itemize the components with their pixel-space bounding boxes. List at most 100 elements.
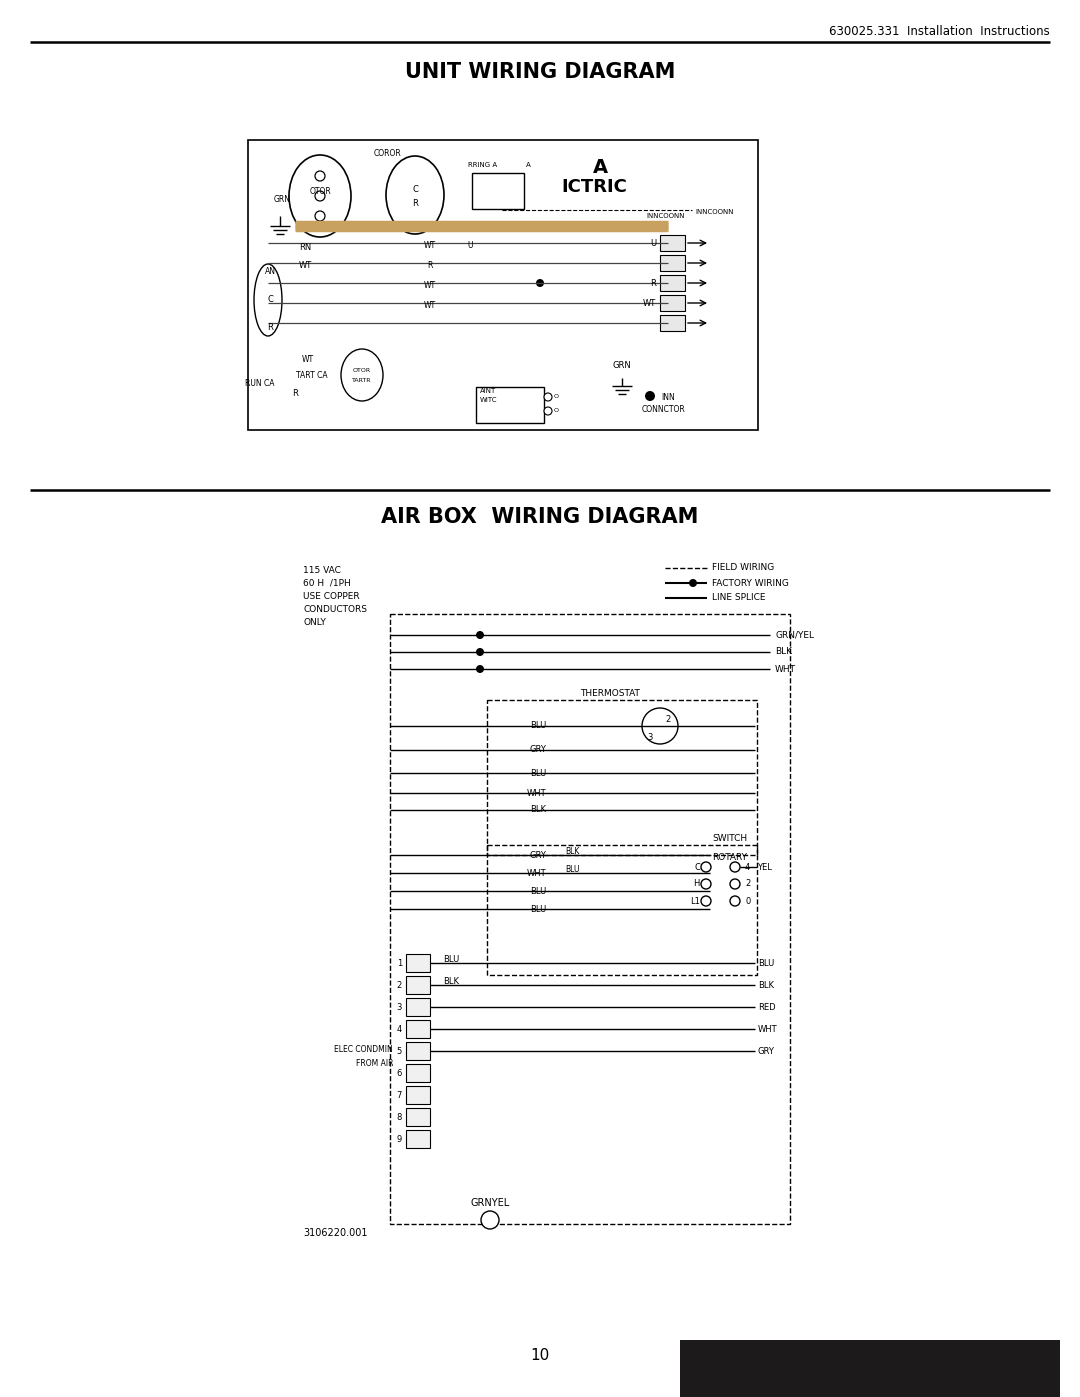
Text: FROM AIR: FROM AIR bbox=[355, 1059, 393, 1067]
Text: CONDUCTORS: CONDUCTORS bbox=[303, 605, 367, 615]
Text: R: R bbox=[413, 200, 418, 208]
Text: 7: 7 bbox=[396, 1091, 402, 1099]
Text: 5: 5 bbox=[396, 1046, 402, 1056]
Text: 4: 4 bbox=[745, 862, 751, 872]
Text: GRY: GRY bbox=[758, 1046, 774, 1056]
Text: WT: WT bbox=[424, 242, 436, 250]
Text: 3106220.001: 3106220.001 bbox=[303, 1228, 367, 1238]
Text: WITC: WITC bbox=[480, 397, 498, 402]
Text: BLK: BLK bbox=[758, 981, 774, 989]
Text: YEL: YEL bbox=[757, 862, 772, 872]
Bar bbox=[406, 1020, 430, 1038]
Text: 8: 8 bbox=[396, 1112, 402, 1122]
Circle shape bbox=[544, 393, 552, 401]
Text: C: C bbox=[413, 184, 418, 194]
Text: WT: WT bbox=[424, 282, 436, 291]
Text: U: U bbox=[468, 242, 473, 250]
Text: AIR BOX  WIRING DIAGRAM: AIR BOX WIRING DIAGRAM bbox=[381, 507, 699, 527]
Text: OTOR: OTOR bbox=[309, 187, 330, 196]
Text: U: U bbox=[650, 239, 656, 247]
Circle shape bbox=[730, 895, 740, 907]
Text: L1: L1 bbox=[690, 897, 700, 905]
Bar bbox=[487, 700, 757, 855]
Ellipse shape bbox=[254, 264, 282, 337]
Text: WT: WT bbox=[424, 302, 436, 310]
Text: R: R bbox=[428, 261, 433, 271]
Text: GRY: GRY bbox=[529, 851, 546, 859]
Text: BLU: BLU bbox=[758, 958, 774, 968]
Bar bbox=[248, 140, 758, 430]
Bar bbox=[660, 256, 685, 271]
Text: RN: RN bbox=[299, 243, 311, 253]
Circle shape bbox=[701, 895, 711, 907]
Circle shape bbox=[544, 407, 552, 415]
Text: BLU: BLU bbox=[443, 956, 459, 964]
Text: BLU: BLU bbox=[530, 887, 546, 895]
Text: 6: 6 bbox=[396, 1069, 402, 1077]
Text: GRN/YEL: GRN/YEL bbox=[775, 630, 814, 640]
Text: GRNYEL: GRNYEL bbox=[471, 1199, 510, 1208]
Circle shape bbox=[689, 578, 697, 587]
Bar bbox=[487, 845, 757, 975]
Text: 2: 2 bbox=[665, 715, 671, 725]
Text: AINT: AINT bbox=[480, 388, 496, 394]
Text: BLU: BLU bbox=[530, 721, 546, 731]
Bar bbox=[406, 954, 430, 972]
Text: BLU: BLU bbox=[530, 768, 546, 778]
Text: 2: 2 bbox=[745, 880, 751, 888]
Text: WT: WT bbox=[643, 299, 656, 307]
Text: BLU: BLU bbox=[565, 865, 580, 873]
Bar bbox=[390, 615, 789, 1224]
Text: THERMOSTAT: THERMOSTAT bbox=[580, 689, 640, 698]
Text: GRY: GRY bbox=[529, 746, 546, 754]
Text: 9: 9 bbox=[396, 1134, 402, 1144]
Circle shape bbox=[730, 862, 740, 872]
Text: BLK: BLK bbox=[775, 647, 792, 657]
Circle shape bbox=[315, 211, 325, 221]
Circle shape bbox=[481, 1211, 499, 1229]
Bar bbox=[406, 1065, 430, 1083]
Bar bbox=[406, 1085, 430, 1104]
Bar bbox=[406, 977, 430, 995]
Ellipse shape bbox=[386, 156, 444, 235]
Text: COROR: COROR bbox=[373, 148, 401, 158]
Circle shape bbox=[701, 862, 711, 872]
Text: UNIT WIRING DIAGRAM: UNIT WIRING DIAGRAM bbox=[405, 61, 675, 82]
Circle shape bbox=[476, 648, 484, 657]
Text: R: R bbox=[292, 388, 298, 398]
Text: AN: AN bbox=[265, 267, 275, 277]
Text: 2: 2 bbox=[396, 981, 402, 989]
Circle shape bbox=[476, 665, 484, 673]
Circle shape bbox=[642, 708, 678, 745]
Bar bbox=[680, 1340, 1059, 1397]
Circle shape bbox=[476, 631, 484, 638]
Text: CONNCTOR: CONNCTOR bbox=[642, 405, 685, 415]
Text: 630025.331  Installation  Instructions: 630025.331 Installation Instructions bbox=[829, 25, 1050, 38]
Text: USE COPPER: USE COPPER bbox=[303, 592, 360, 601]
Text: RED: RED bbox=[758, 1003, 775, 1011]
Bar bbox=[660, 235, 685, 251]
Bar bbox=[660, 275, 685, 291]
Text: 115 VAC: 115 VAC bbox=[303, 566, 341, 576]
Text: INNCOONN: INNCOONN bbox=[696, 210, 733, 215]
Text: TART CA: TART CA bbox=[296, 370, 328, 380]
Text: 0: 0 bbox=[745, 897, 751, 905]
Bar bbox=[406, 1130, 430, 1148]
Circle shape bbox=[536, 279, 544, 286]
Text: FACTORY WIRING: FACTORY WIRING bbox=[712, 578, 788, 588]
Text: OTOR: OTOR bbox=[353, 367, 372, 373]
Text: C: C bbox=[267, 296, 273, 305]
Text: BLK: BLK bbox=[565, 847, 579, 855]
Text: ICTRIC: ICTRIC bbox=[562, 177, 626, 196]
Circle shape bbox=[315, 191, 325, 201]
Text: WHT: WHT bbox=[526, 788, 546, 798]
Ellipse shape bbox=[289, 155, 351, 237]
Text: O: O bbox=[554, 408, 559, 414]
Bar bbox=[406, 997, 430, 1016]
Text: A: A bbox=[593, 158, 608, 177]
Text: FIELD WIRING: FIELD WIRING bbox=[712, 563, 774, 573]
Text: 1: 1 bbox=[396, 958, 402, 968]
Circle shape bbox=[730, 879, 740, 888]
Text: 60 H  /1PH: 60 H /1PH bbox=[303, 578, 351, 588]
Text: SWITCH: SWITCH bbox=[712, 834, 747, 842]
